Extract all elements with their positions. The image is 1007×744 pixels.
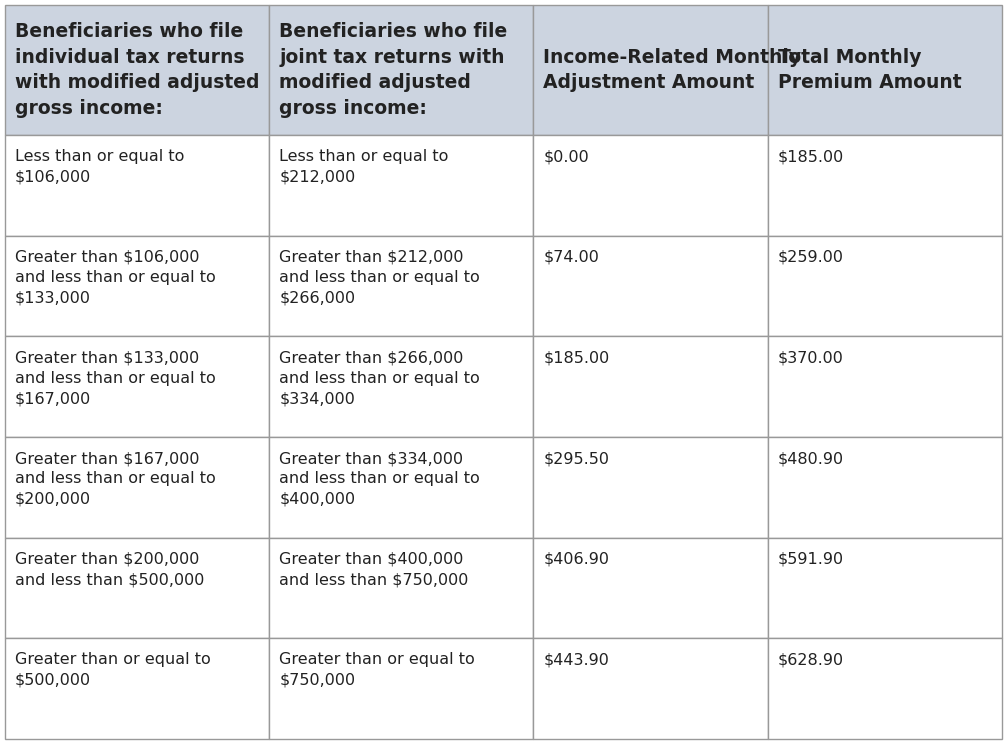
Text: $480.90: $480.90 bbox=[777, 451, 844, 466]
Text: $406.90: $406.90 bbox=[544, 551, 609, 567]
Text: Total Monthly
Premium Amount: Total Monthly Premium Amount bbox=[777, 48, 962, 92]
Bar bbox=[269, 437, 534, 538]
Text: $370.00: $370.00 bbox=[777, 350, 844, 365]
Text: $0.00: $0.00 bbox=[544, 149, 589, 164]
Bar bbox=[534, 538, 767, 638]
Bar bbox=[269, 336, 534, 437]
Bar bbox=[269, 638, 534, 739]
Text: $185.00: $185.00 bbox=[544, 350, 609, 365]
Bar bbox=[767, 135, 1002, 236]
Text: Greater than $266,000
and less than or equal to
$334,000: Greater than $266,000 and less than or e… bbox=[279, 350, 480, 406]
Text: Greater than or equal to
$750,000: Greater than or equal to $750,000 bbox=[279, 652, 475, 687]
Bar bbox=[767, 5, 1002, 135]
Bar bbox=[5, 638, 269, 739]
Bar bbox=[269, 538, 534, 638]
Text: $443.90: $443.90 bbox=[544, 652, 609, 667]
Bar bbox=[5, 236, 269, 336]
Text: Greater than $334,000
and less than or equal to
$400,000: Greater than $334,000 and less than or e… bbox=[279, 451, 480, 507]
Text: Beneficiaries who file
joint tax returns with
modified adjusted
gross income:: Beneficiaries who file joint tax returns… bbox=[279, 22, 508, 118]
Text: Less than or equal to
$106,000: Less than or equal to $106,000 bbox=[15, 149, 184, 185]
Text: Greater than $400,000
and less than $750,000: Greater than $400,000 and less than $750… bbox=[279, 551, 468, 587]
Text: Less than or equal to
$212,000: Less than or equal to $212,000 bbox=[279, 149, 448, 185]
Bar bbox=[534, 336, 767, 437]
Bar bbox=[767, 538, 1002, 638]
Text: Greater than $106,000
and less than or equal to
$133,000: Greater than $106,000 and less than or e… bbox=[15, 250, 215, 306]
Bar bbox=[534, 5, 767, 135]
Text: $185.00: $185.00 bbox=[777, 149, 844, 164]
Bar bbox=[534, 135, 767, 236]
Bar bbox=[534, 236, 767, 336]
Text: $74.00: $74.00 bbox=[544, 250, 599, 265]
Text: Greater than $212,000
and less than or equal to
$266,000: Greater than $212,000 and less than or e… bbox=[279, 250, 480, 306]
Bar bbox=[269, 5, 534, 135]
Text: $295.50: $295.50 bbox=[544, 451, 609, 466]
Bar bbox=[767, 437, 1002, 538]
Bar bbox=[269, 135, 534, 236]
Bar bbox=[767, 236, 1002, 336]
Bar bbox=[767, 638, 1002, 739]
Bar bbox=[534, 437, 767, 538]
Bar bbox=[767, 336, 1002, 437]
Text: Greater than or equal to
$500,000: Greater than or equal to $500,000 bbox=[15, 652, 210, 687]
Bar bbox=[269, 236, 534, 336]
Text: Greater than $200,000
and less than $500,000: Greater than $200,000 and less than $500… bbox=[15, 551, 204, 587]
Text: $628.90: $628.90 bbox=[777, 652, 844, 667]
Bar bbox=[5, 5, 269, 135]
Text: $259.00: $259.00 bbox=[777, 250, 844, 265]
Bar bbox=[534, 638, 767, 739]
Bar bbox=[5, 135, 269, 236]
Text: $591.90: $591.90 bbox=[777, 551, 844, 567]
Bar bbox=[5, 437, 269, 538]
Text: Greater than $167,000
and less than or equal to
$200,000: Greater than $167,000 and less than or e… bbox=[15, 451, 215, 507]
Bar bbox=[5, 336, 269, 437]
Text: Greater than $133,000
and less than or equal to
$167,000: Greater than $133,000 and less than or e… bbox=[15, 350, 215, 406]
Bar bbox=[5, 538, 269, 638]
Text: Income-Related Monthly
Adjustment Amount: Income-Related Monthly Adjustment Amount bbox=[544, 48, 802, 92]
Text: Beneficiaries who file
individual tax returns
with modified adjusted
gross incom: Beneficiaries who file individual tax re… bbox=[15, 22, 260, 118]
